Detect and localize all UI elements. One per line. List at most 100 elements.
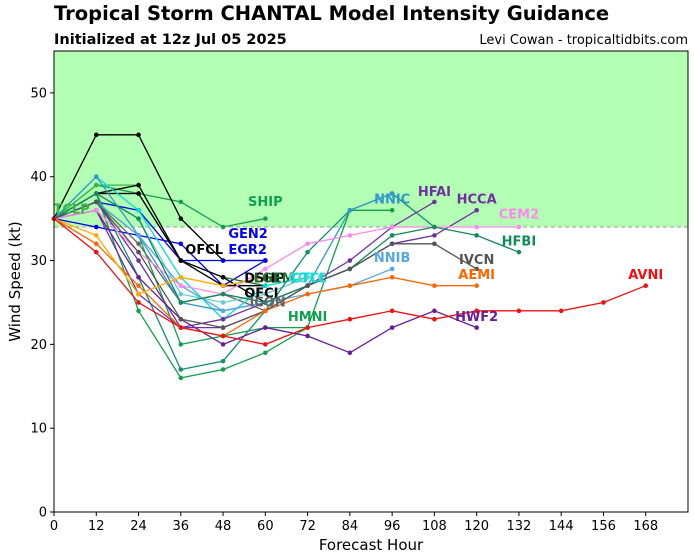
model-label-dshp: DSHP (244, 271, 285, 286)
data-point (220, 342, 226, 347)
data-point (93, 207, 99, 213)
data-point (474, 325, 479, 330)
data-point (220, 333, 226, 339)
data-point (516, 249, 522, 255)
data-point (432, 316, 437, 322)
data-point (220, 308, 226, 314)
data-point (347, 283, 353, 288)
data-point (263, 216, 268, 221)
x-tick-label: 36 (173, 519, 190, 534)
model-label-avni: AVNI (628, 268, 663, 283)
data-point (305, 241, 310, 247)
data-point (178, 241, 184, 247)
x-tick-label: 24 (130, 519, 147, 534)
data-point (220, 300, 226, 305)
model-label-ctci: CTCI (291, 271, 324, 286)
data-point (305, 325, 310, 330)
data-point (220, 275, 226, 280)
data-point (178, 199, 184, 205)
data-point (93, 132, 99, 138)
model-label-hfbi: HFBI (502, 234, 537, 249)
x-tick-label: 0 (50, 519, 58, 534)
data-point (178, 325, 184, 330)
data-point (93, 233, 99, 238)
data-point (389, 224, 395, 230)
data-point (220, 283, 226, 288)
data-point (347, 258, 353, 263)
model-label-ship: SHIP (248, 195, 283, 210)
data-point (643, 283, 649, 288)
x-tick-label: 48 (215, 519, 232, 534)
data-point (263, 308, 268, 314)
data-point (136, 308, 141, 314)
plot-frame (53, 50, 689, 513)
data-point (93, 174, 99, 180)
y-axis-label: Wind Speed (kt) (6, 221, 24, 342)
data-point (178, 283, 184, 288)
model-label-aemi: AEMI (458, 268, 495, 283)
data-point (305, 333, 310, 339)
model-label-nnic: NNIC (374, 193, 410, 208)
data-point (432, 233, 437, 238)
data-point (474, 283, 479, 288)
x-tick-label: 60 (257, 519, 274, 534)
tropical-storm-shading (54, 51, 688, 228)
data-point (136, 291, 141, 297)
model-label-ofci: OFCI (244, 286, 278, 301)
y-tick-label: 10 (30, 422, 47, 437)
data-point (263, 300, 268, 305)
chart-credit: Levi Cowan - tropicaltidbits.com (479, 33, 688, 48)
data-point (93, 249, 99, 255)
data-point (178, 375, 184, 381)
x-axis-label: Forecast Hour (319, 536, 424, 552)
y-tick-label: 40 (30, 170, 47, 185)
data-point (93, 241, 99, 247)
data-point (432, 308, 437, 314)
model-label-nnib: NNIB (374, 251, 411, 266)
x-tick-label: 168 (633, 519, 658, 534)
data-point (178, 342, 184, 347)
data-point (136, 283, 141, 288)
x-tick-label: 96 (384, 519, 401, 534)
data-point (93, 199, 99, 205)
data-point (263, 266, 268, 272)
data-point (389, 325, 395, 330)
data-point (136, 249, 141, 255)
data-point (601, 300, 606, 305)
model-label-hcca: HCCA (457, 193, 497, 208)
data-point (389, 207, 395, 213)
series-avni (51, 216, 649, 347)
data-point (389, 191, 395, 196)
data-point (389, 275, 395, 280)
series-layer (51, 132, 649, 381)
data-point (220, 224, 226, 230)
model-label-hfai: HFAI (418, 185, 451, 200)
x-tick-label: 12 (88, 519, 105, 534)
data-point (220, 358, 226, 364)
data-point (136, 233, 141, 238)
y-tick-label: 0 (39, 506, 47, 521)
model-label-ivcn: IVCN (459, 253, 494, 268)
data-point (432, 241, 437, 247)
series-line-aemn (53, 217, 266, 295)
data-point (347, 233, 353, 238)
data-point (136, 258, 141, 263)
y-tick-label: 50 (30, 86, 47, 101)
data-point (178, 275, 184, 280)
data-point (220, 258, 226, 263)
x-tick-label: 108 (422, 519, 447, 534)
data-point (389, 241, 395, 247)
data-point (263, 291, 268, 297)
data-point (305, 283, 310, 288)
data-point (263, 258, 268, 263)
model-label-hmni: HMNI (288, 310, 328, 325)
data-point (263, 275, 268, 280)
model-label-cotc: COTC (288, 271, 327, 286)
data-point (474, 207, 479, 213)
model-label-cem2: CEM2 (499, 208, 539, 223)
data-point (178, 291, 184, 297)
data-point (136, 241, 141, 247)
chart-title: Tropical Storm CHANTAL Model Intensity G… (54, 2, 610, 25)
